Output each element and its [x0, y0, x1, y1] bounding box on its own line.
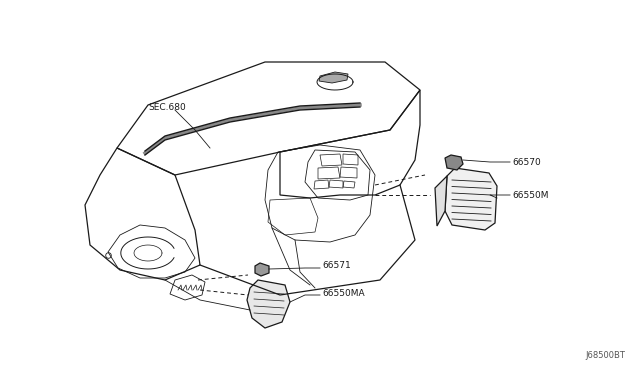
Polygon shape [319, 72, 348, 83]
Polygon shape [445, 168, 497, 230]
Text: SEC.680: SEC.680 [148, 103, 186, 112]
Polygon shape [247, 280, 290, 328]
Text: 66570: 66570 [512, 157, 541, 167]
Text: 66571: 66571 [322, 260, 351, 269]
Polygon shape [255, 263, 269, 276]
Text: J68500BT: J68500BT [585, 351, 625, 360]
Polygon shape [445, 155, 463, 170]
Text: 66550MA: 66550MA [322, 289, 365, 298]
Polygon shape [435, 176, 447, 226]
Text: 66550M: 66550M [512, 190, 548, 199]
